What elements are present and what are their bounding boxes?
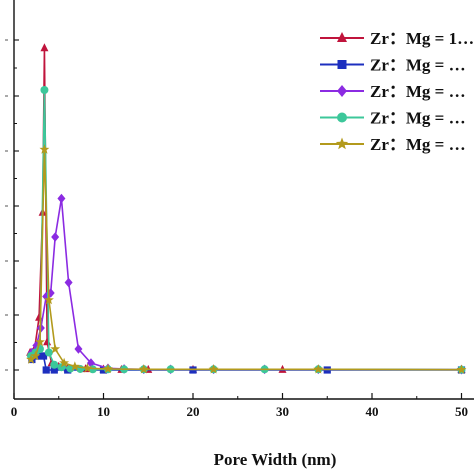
data-point <box>43 294 54 305</box>
x-tick-label: 30 <box>276 404 289 419</box>
data-point <box>74 344 83 354</box>
legend-label: Zr：Mg = … <box>370 135 466 154</box>
legend-item: Zr：Mg = … <box>320 109 466 128</box>
legend-item: Zr：Mg = … <box>320 82 466 101</box>
x-axis-title: Pore Width (nm) <box>214 450 337 469</box>
data-point <box>43 337 52 346</box>
legend-item: Zr：Mg = … <box>320 56 466 75</box>
data-point <box>50 360 59 369</box>
legend-label: Zr：Mg = … <box>370 82 466 101</box>
legend-item: Zr：Mg = … <box>320 135 466 154</box>
series-5 <box>26 144 467 374</box>
data-point <box>337 112 347 123</box>
data-point <box>82 363 93 373</box>
data-point <box>138 364 149 374</box>
data-point <box>208 364 219 374</box>
series-3 <box>27 193 466 375</box>
x-tick-label: 50 <box>455 404 468 419</box>
data-point <box>40 43 49 52</box>
data-point <box>26 354 36 364</box>
data-point <box>69 361 80 371</box>
data-point <box>51 232 60 242</box>
x-tick-label: 10 <box>97 404 110 419</box>
data-point <box>313 364 324 374</box>
data-point <box>456 364 467 374</box>
data-point <box>103 363 113 374</box>
series-line <box>31 198 462 371</box>
x-tick-label: 0 <box>11 404 18 419</box>
legend-label: Zr：Mg = … <box>370 109 466 128</box>
series-line <box>30 89 462 371</box>
axes: 0 10 20 30 40 50 <box>5 0 474 419</box>
data-point <box>35 336 45 347</box>
legend: Zr：Mg = 1… Zr：Mg = … Zr：Mg = … Zr：Mg = … Zr：… <box>320 29 474 154</box>
data-point <box>39 144 50 154</box>
data-point <box>30 350 41 361</box>
data-point <box>337 85 347 97</box>
x-tick-label: 20 <box>187 404 200 419</box>
data-point <box>59 357 70 368</box>
legend-label: Zr：Mg = … <box>370 56 466 75</box>
legend-label: Zr：Mg = 1… <box>370 29 474 48</box>
plot-area <box>26 43 467 375</box>
data-point <box>50 343 61 354</box>
series-4 <box>27 86 466 374</box>
data-point <box>40 86 49 94</box>
x-tick-label: 40 <box>366 404 379 419</box>
data-point <box>44 348 53 357</box>
data-point <box>337 32 347 42</box>
legend-item: Zr：Mg = 1… <box>320 29 474 48</box>
data-point <box>57 193 66 204</box>
series-line <box>30 149 462 371</box>
data-point <box>39 352 48 360</box>
data-point <box>335 137 349 150</box>
data-point <box>64 277 73 288</box>
data-point <box>42 366 50 374</box>
data-point <box>337 60 347 69</box>
data-point <box>50 366 58 374</box>
